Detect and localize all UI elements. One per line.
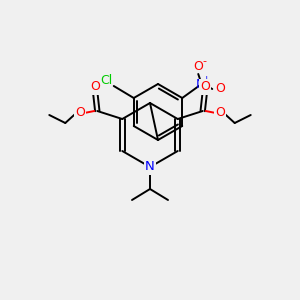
- Text: -: -: [202, 56, 206, 66]
- Text: N: N: [196, 79, 205, 92]
- Text: O: O: [90, 80, 100, 94]
- Text: O: O: [215, 106, 225, 119]
- Text: O: O: [75, 106, 85, 119]
- Text: O: O: [215, 82, 225, 95]
- Text: +: +: [202, 76, 210, 85]
- Text: N: N: [145, 160, 155, 173]
- Text: O: O: [200, 80, 210, 94]
- Text: Cl: Cl: [100, 74, 113, 88]
- Text: O: O: [193, 59, 203, 73]
